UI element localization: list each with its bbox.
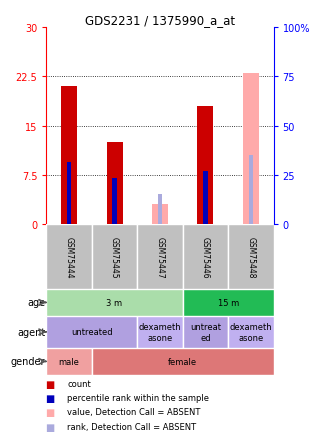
Bar (183, 289, 274, 316)
Bar (249, 156, 253, 224)
Text: untreat
ed: untreat ed (190, 322, 221, 342)
Bar (243, 74, 259, 224)
Bar (183, 224, 228, 289)
Bar (46, 316, 137, 349)
Text: GSM75446: GSM75446 (201, 236, 210, 278)
Text: percentile rank within the sample: percentile rank within the sample (67, 393, 209, 402)
Text: ■: ■ (46, 393, 59, 403)
Bar (228, 316, 274, 349)
Bar (46, 289, 183, 316)
Text: GSM75445: GSM75445 (110, 236, 119, 278)
Text: GSM75444: GSM75444 (65, 236, 74, 278)
Bar (46, 224, 92, 289)
Bar (249, 156, 253, 224)
Text: male: male (59, 357, 80, 366)
Text: 15 m: 15 m (218, 298, 239, 307)
Bar (61, 87, 77, 224)
Bar (158, 195, 162, 224)
Bar (203, 172, 208, 224)
Text: age: age (28, 298, 45, 308)
Text: ■: ■ (46, 408, 59, 418)
Text: dexameth
asone: dexameth asone (229, 322, 272, 342)
Text: GSM75448: GSM75448 (246, 236, 255, 278)
Bar (137, 224, 183, 289)
Text: value, Detection Call = ABSENT: value, Detection Call = ABSENT (67, 408, 201, 417)
Bar (92, 224, 137, 289)
Text: count: count (67, 379, 91, 388)
Text: dexameth
asone: dexameth asone (139, 322, 181, 342)
Text: GSM75447: GSM75447 (156, 236, 164, 278)
Text: rank, Detection Call = ABSENT: rank, Detection Call = ABSENT (67, 422, 196, 431)
Text: untreated: untreated (71, 328, 113, 337)
Title: GDS2231 / 1375990_a_at: GDS2231 / 1375990_a_at (85, 14, 235, 27)
Text: gender: gender (11, 357, 45, 367)
Bar (197, 107, 213, 224)
Bar (107, 143, 123, 224)
Text: ■: ■ (46, 422, 59, 432)
Bar (183, 316, 228, 349)
Text: female: female (168, 357, 197, 366)
Text: ■: ■ (46, 379, 59, 389)
Bar (67, 162, 71, 224)
Bar (152, 205, 168, 224)
Bar (92, 349, 274, 375)
Bar (112, 178, 117, 224)
Bar (46, 349, 92, 375)
Bar (228, 224, 274, 289)
Text: agent: agent (17, 327, 45, 337)
Bar (137, 316, 183, 349)
Text: 3 m: 3 m (107, 298, 123, 307)
